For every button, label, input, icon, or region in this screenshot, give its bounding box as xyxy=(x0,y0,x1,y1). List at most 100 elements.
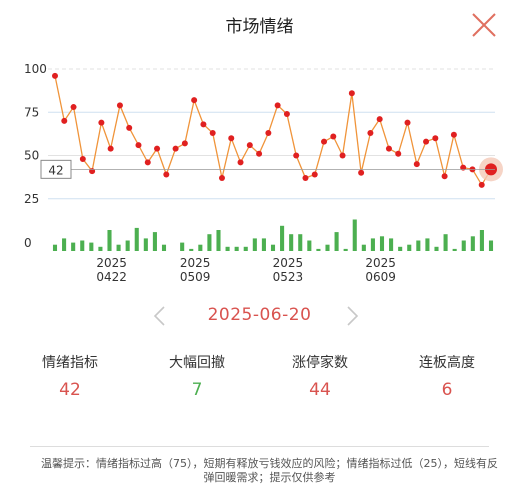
chart-bar xyxy=(389,238,394,251)
x-tick-date: 0509 xyxy=(180,270,211,284)
x-tick-year: 2025 xyxy=(365,256,396,270)
data-point xyxy=(367,130,374,137)
x-tick-year: 2025 xyxy=(273,256,304,270)
chart-bar xyxy=(261,238,266,251)
chart-bar xyxy=(270,244,276,251)
data-point xyxy=(209,130,216,137)
x-tick-date: 0609 xyxy=(365,270,396,284)
y-tick-label: 100 xyxy=(24,62,47,76)
chart-bar xyxy=(243,246,248,251)
chart-bar xyxy=(289,234,294,251)
data-point xyxy=(70,104,77,111)
data-point xyxy=(200,121,207,128)
data-point xyxy=(246,142,253,149)
chart-bar xyxy=(407,244,412,251)
stat-value: 42 xyxy=(59,380,81,400)
chart-bar xyxy=(398,246,403,251)
chart-bar xyxy=(370,238,375,251)
chart-bar xyxy=(207,234,212,251)
data-point xyxy=(116,102,123,109)
chart-bar xyxy=(225,246,230,251)
y-tick-label: 0 xyxy=(24,236,32,250)
data-point xyxy=(330,133,337,140)
current-value-box xyxy=(40,159,72,179)
stat-sentiment-index: 情绪指标 42 xyxy=(15,352,125,400)
chart-bar xyxy=(307,240,312,251)
data-point xyxy=(283,110,290,117)
chart-bar xyxy=(352,219,357,251)
chart-bar xyxy=(152,232,157,251)
chevron-left-icon[interactable] xyxy=(148,304,172,328)
data-point xyxy=(52,72,58,79)
stat-big-drawdown: 大幅回撤 7 xyxy=(142,352,252,400)
x-tick-date: 0523 xyxy=(273,270,304,284)
chart-bar xyxy=(379,236,385,251)
y-tick-label: 25 xyxy=(24,192,39,206)
data-point xyxy=(293,152,300,159)
chart-bar xyxy=(361,244,366,251)
chart-bar xyxy=(98,246,103,251)
x-tick-year: 2025 xyxy=(96,256,127,270)
chart-bar xyxy=(452,248,457,251)
data-point xyxy=(172,145,179,152)
data-point xyxy=(98,119,105,126)
data-point xyxy=(154,145,161,152)
y-tick-label: 75 xyxy=(24,105,39,119)
data-point xyxy=(385,145,392,152)
data-point xyxy=(181,140,188,147)
data-point xyxy=(218,174,225,181)
chart-bar xyxy=(479,230,484,251)
stat-value: 6 xyxy=(441,380,453,400)
data-point xyxy=(265,130,272,137)
chart-bar xyxy=(434,246,439,251)
data-point xyxy=(61,117,68,124)
chart-bar xyxy=(107,230,112,251)
data-point xyxy=(348,90,355,97)
data-point xyxy=(163,171,170,178)
data-point xyxy=(413,161,420,168)
chart-bar xyxy=(52,244,58,251)
chart-bar xyxy=(198,244,203,251)
chart-bar xyxy=(180,242,185,251)
current-value-label: 42 xyxy=(48,163,63,177)
chart-bar xyxy=(334,232,339,251)
data-point xyxy=(107,145,114,152)
tip-text: 温馨提示：情绪指标过高（75），短期有释放亏钱效应的风险；情绪指标过低（25），… xyxy=(41,457,498,484)
stat-value: 7 xyxy=(191,380,203,400)
sentiment-chart[interactable]: 0255075100422025042220250509202505232025… xyxy=(0,55,519,290)
data-point xyxy=(256,150,263,157)
data-point xyxy=(126,124,133,131)
data-point xyxy=(404,119,411,126)
chart-bar xyxy=(443,234,448,251)
chart-bar xyxy=(316,248,321,251)
chart-bar xyxy=(143,238,148,251)
chart-bar xyxy=(325,244,330,251)
stat-label: 连板高度 xyxy=(419,355,475,371)
data-point xyxy=(302,174,309,181)
data-point xyxy=(478,181,485,188)
stat-limit-up-count: 涨停家数 44 xyxy=(265,352,375,400)
data-point xyxy=(191,97,198,104)
close-icon[interactable] xyxy=(471,12,497,38)
chart-bar xyxy=(461,240,466,251)
data-point xyxy=(339,152,346,159)
data-point xyxy=(432,135,439,142)
chart-bar xyxy=(161,244,167,251)
chart-bar xyxy=(216,230,221,251)
chart-bar xyxy=(343,248,348,251)
data-point xyxy=(228,135,235,142)
date-navigator: 2025-06-20 xyxy=(0,302,519,332)
data-point xyxy=(274,102,281,109)
data-point xyxy=(376,116,383,123)
chevron-right-icon[interactable] xyxy=(340,304,364,328)
x-tick-date: 0422 xyxy=(96,270,127,284)
chart-bar xyxy=(488,240,494,251)
stat-label: 涨停家数 xyxy=(292,355,348,371)
chart-bar xyxy=(134,227,139,251)
x-tick-year: 2025 xyxy=(180,256,211,270)
chart-bar xyxy=(125,240,130,251)
data-point xyxy=(311,171,318,178)
data-point xyxy=(135,142,142,149)
chart-bar xyxy=(71,242,76,251)
stat-value: 44 xyxy=(309,380,331,400)
